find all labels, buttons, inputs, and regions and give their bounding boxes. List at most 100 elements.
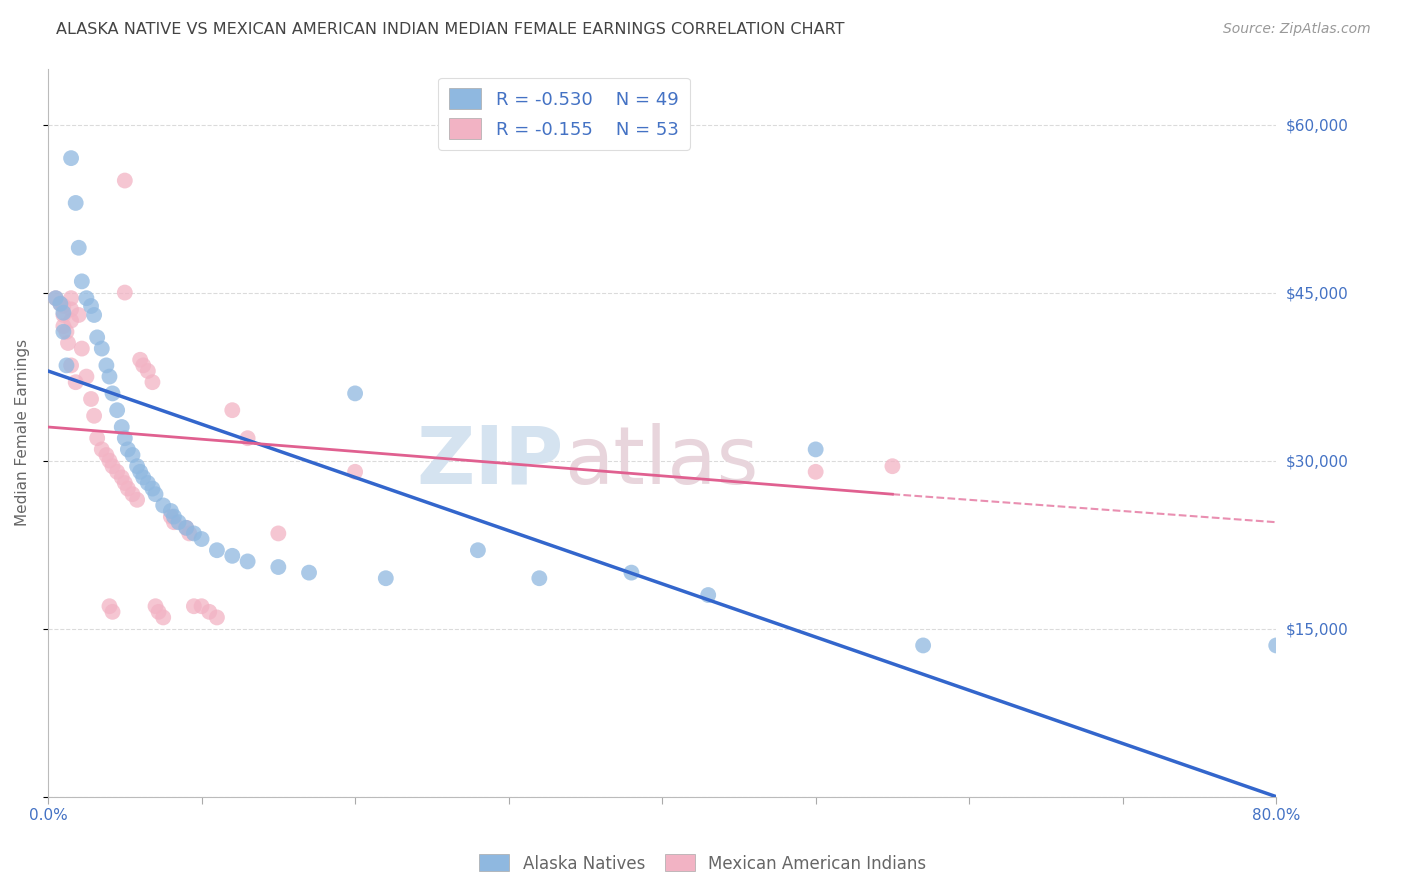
Point (179, 526, 201, 541)
Point (374, 571, 396, 585)
Point (117, 482, 139, 496)
Legend: Alaska Natives, Mexican American Indians: Alaska Natives, Mexican American Indians (472, 847, 934, 880)
Point (152, 610, 174, 624)
Point (141, 482, 163, 496)
Point (198, 605, 221, 619)
Text: ZIP: ZIP (416, 423, 564, 500)
Point (55, 325, 77, 339)
Point (121, 448, 143, 462)
Text: ALASKA NATIVE VS MEXICAN AMERICAN INDIAN MEDIAN FEMALE EARNINGS CORRELATION CHAR: ALASKA NATIVE VS MEXICAN AMERICAN INDIAN… (56, 22, 845, 37)
Point (67, 308, 90, 322)
Point (70, 342, 93, 356)
Point (65, 375, 87, 389)
Point (101, 605, 124, 619)
Point (467, 543, 489, 558)
Point (129, 352, 152, 367)
Point (145, 487, 167, 501)
Point (65, 196, 87, 211)
Point (344, 465, 367, 479)
Point (167, 515, 190, 529)
Point (160, 509, 183, 524)
Point (96, 448, 118, 462)
Point (221, 549, 243, 563)
Point (98, 453, 121, 467)
Point (236, 431, 259, 445)
Point (111, 420, 134, 434)
Point (96, 359, 118, 373)
Point (183, 526, 205, 541)
Point (75, 291, 97, 305)
Point (83, 409, 105, 423)
Point (221, 403, 243, 417)
Point (267, 560, 290, 574)
Point (190, 532, 212, 546)
Point (98, 599, 121, 614)
Point (98, 369, 121, 384)
Point (45, 291, 67, 305)
Point (80, 392, 103, 406)
Point (90, 342, 112, 356)
Point (145, 599, 167, 614)
Point (912, 639, 935, 653)
Point (52, 319, 75, 334)
Point (1265, 639, 1288, 653)
Legend: R = -0.530    N = 49, R = -0.155    N = 53: R = -0.530 N = 49, R = -0.155 N = 53 (439, 78, 689, 150)
Point (86, 431, 108, 445)
Point (141, 375, 163, 389)
Point (67, 241, 90, 255)
Point (174, 521, 197, 535)
Point (60, 151, 83, 165)
Point (52, 306, 75, 320)
Point (804, 442, 827, 457)
Point (882, 459, 904, 474)
Point (55, 359, 77, 373)
Point (75, 369, 97, 384)
Point (236, 554, 259, 568)
Point (174, 521, 197, 535)
Point (152, 499, 174, 513)
Point (114, 475, 136, 490)
Point (620, 566, 643, 580)
Point (163, 509, 186, 524)
Point (267, 526, 290, 541)
Text: atlas: atlas (564, 423, 758, 500)
Point (205, 543, 228, 558)
Point (117, 442, 139, 457)
Point (101, 386, 124, 401)
Point (60, 291, 83, 305)
Point (114, 173, 136, 187)
Point (344, 386, 367, 401)
Point (49, 297, 72, 311)
Point (114, 431, 136, 445)
Point (132, 470, 155, 484)
Point (60, 302, 83, 317)
Point (114, 285, 136, 300)
Point (190, 599, 212, 614)
Point (52, 325, 75, 339)
Point (111, 470, 134, 484)
Point (163, 515, 186, 529)
Point (90, 442, 112, 457)
Point (70, 274, 93, 288)
Point (205, 610, 228, 624)
Point (183, 599, 205, 614)
Point (529, 571, 551, 585)
Point (49, 297, 72, 311)
Point (105, 403, 128, 417)
Point (298, 566, 321, 580)
Point (148, 605, 170, 619)
Point (105, 465, 128, 479)
Point (129, 465, 152, 479)
Text: Source: ZipAtlas.com: Source: ZipAtlas.com (1223, 22, 1371, 37)
Point (132, 359, 155, 373)
Point (80, 299, 103, 313)
Point (697, 588, 720, 602)
Point (86, 330, 108, 344)
Point (127, 459, 149, 474)
Point (52, 308, 75, 322)
Point (56, 336, 79, 351)
Point (83, 308, 105, 322)
Point (804, 465, 827, 479)
Point (136, 364, 159, 378)
Point (45, 291, 67, 305)
